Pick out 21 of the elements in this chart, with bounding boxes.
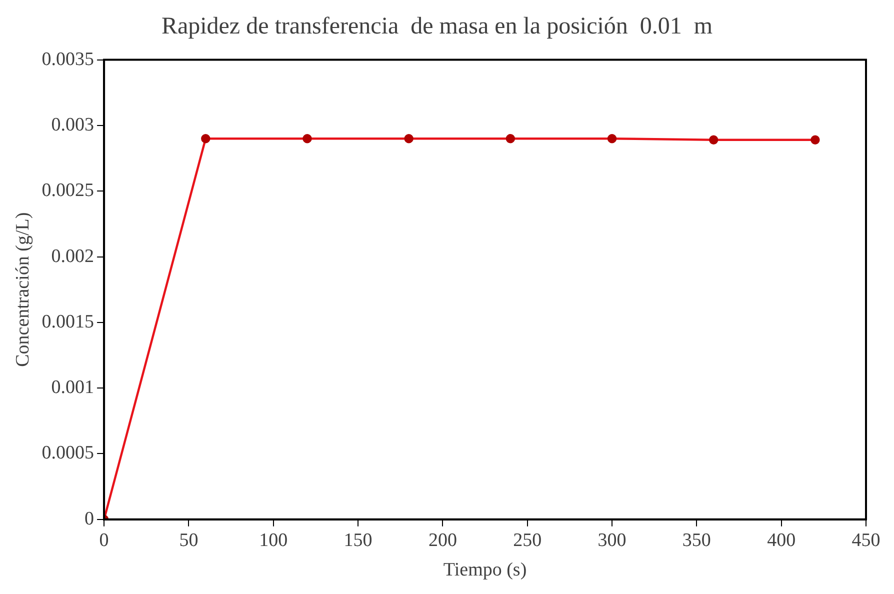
x-tick-label: 450 <box>852 530 880 551</box>
y-tick-label: 0.0035 <box>42 48 94 70</box>
y-tick-label: 0.0025 <box>42 180 94 202</box>
y-tick-label: 0.0015 <box>42 311 94 332</box>
y-tick-label: 0.002 <box>51 246 94 267</box>
x-tick-label: 200 <box>428 530 457 551</box>
y-tick-label: 0 <box>84 508 94 530</box>
x-tick-label: 100 <box>259 530 288 551</box>
chart-title: Rapidez de transferencia de masa en la posición 0.01 m <box>161 14 713 40</box>
y-tick-label: 0.003 <box>51 114 94 136</box>
x-tick-label: 250 <box>513 530 542 551</box>
y-axis-title: Concentración (g/L) <box>12 212 34 367</box>
x-tick-label: 300 <box>598 530 626 551</box>
x-tick-label: 350 <box>682 530 711 551</box>
y-tick-label: 0.001 <box>51 377 94 398</box>
x-tick-label: 0 <box>99 530 109 551</box>
x-axis-title: Tiempo (s) <box>443 560 527 581</box>
y-tick-label: 0.0005 <box>42 442 94 464</box>
x-tick-label: 400 <box>767 530 796 551</box>
x-tick-label: 150 <box>344 530 372 551</box>
x-tick-label: 50 <box>179 530 198 551</box>
